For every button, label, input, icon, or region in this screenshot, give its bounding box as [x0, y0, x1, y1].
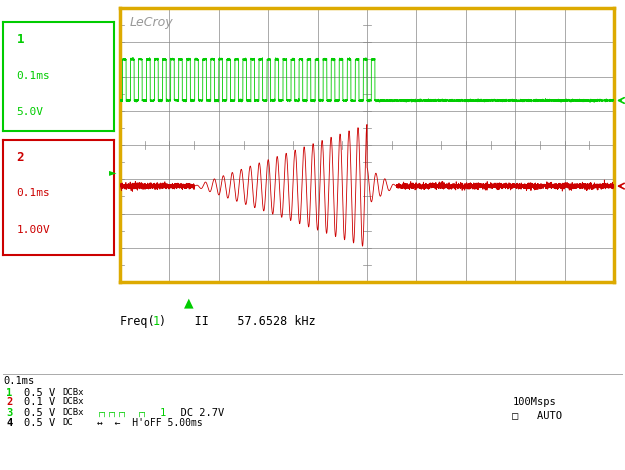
Text: 2: 2: [6, 397, 12, 407]
Text: 1: 1: [6, 388, 12, 398]
Text: ▲: ▲: [184, 296, 194, 309]
Text: 0.5 V: 0.5 V: [24, 388, 55, 398]
Text: ►: ►: [109, 167, 117, 177]
Text: □   AUTO: □ AUTO: [512, 410, 562, 420]
Text: 1.00V: 1.00V: [16, 225, 50, 235]
Text: 0.5 V: 0.5 V: [24, 418, 55, 428]
Text: DCBx: DCBx: [62, 388, 84, 397]
Text: )    ӀӀ    57.6528 kHz: ) ӀӀ 57.6528 kHz: [159, 315, 316, 328]
Text: 0.1 V: 0.1 V: [24, 397, 55, 407]
Text: 0.1ms: 0.1ms: [16, 188, 50, 198]
Text: 2: 2: [16, 151, 24, 164]
Text: 0.5 V: 0.5 V: [24, 408, 55, 418]
Text: DC: DC: [62, 418, 73, 427]
Text: DCBx: DCBx: [62, 397, 84, 406]
Text: 1: 1: [152, 315, 159, 328]
Text: ↔  ←  H'oFF 5.00ms: ↔ ← H'oFF 5.00ms: [97, 418, 202, 428]
Text: 5.0V: 5.0V: [16, 107, 43, 117]
Text: 0.1ms: 0.1ms: [16, 71, 50, 81]
Text: 1: 1: [159, 408, 166, 418]
Text: 4: 4: [6, 418, 12, 428]
Text: Freq(: Freq(: [120, 315, 156, 328]
Text: ┌┐┌┐┌┐  ┌┐: ┌┐┌┐┌┐ ┌┐: [97, 408, 147, 417]
Text: DC 2.7V: DC 2.7V: [168, 408, 224, 418]
Text: 0.1ms: 0.1ms: [3, 376, 34, 386]
Text: DCBx: DCBx: [62, 408, 84, 417]
Text: 100Msps: 100Msps: [512, 397, 556, 407]
Text: 1: 1: [16, 32, 24, 46]
Text: 3: 3: [6, 408, 12, 418]
Text: LeCroy: LeCroy: [130, 16, 174, 29]
